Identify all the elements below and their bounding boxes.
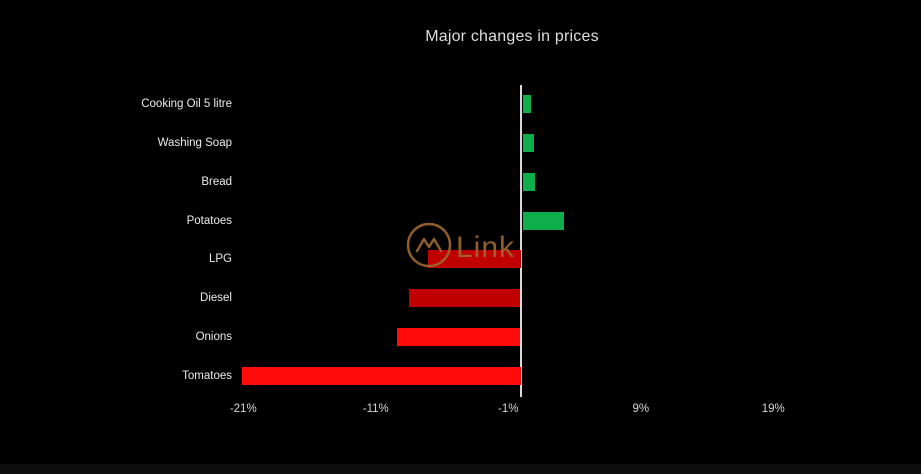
category-label: Washing Soap xyxy=(157,137,232,150)
category-label: Diesel xyxy=(200,292,232,305)
bar xyxy=(397,327,521,346)
bar xyxy=(242,366,521,385)
category-label: Tomatoes xyxy=(182,369,232,382)
category-label: Bread xyxy=(201,175,232,188)
x-axis-label: -21% xyxy=(229,403,257,415)
zero-axis-line xyxy=(520,85,522,397)
x-axis-label: -1% xyxy=(498,403,519,415)
bar xyxy=(523,95,531,114)
x-axis-label: -11% xyxy=(362,403,389,415)
footer-strip xyxy=(0,464,921,474)
chart-title: Major changes in prices xyxy=(425,28,599,45)
bar xyxy=(409,289,521,308)
category-label: Onions xyxy=(195,330,232,343)
bar xyxy=(427,250,521,269)
bar xyxy=(523,172,535,191)
category-label: LPG xyxy=(208,253,232,266)
category-label: Cooking Oil 5 litre xyxy=(141,98,232,111)
bar xyxy=(523,211,565,230)
x-axis-label: 19% xyxy=(761,403,785,415)
x-axis-label: 9% xyxy=(632,403,650,415)
category-label: Potatoes xyxy=(186,214,232,227)
bar xyxy=(523,134,534,153)
